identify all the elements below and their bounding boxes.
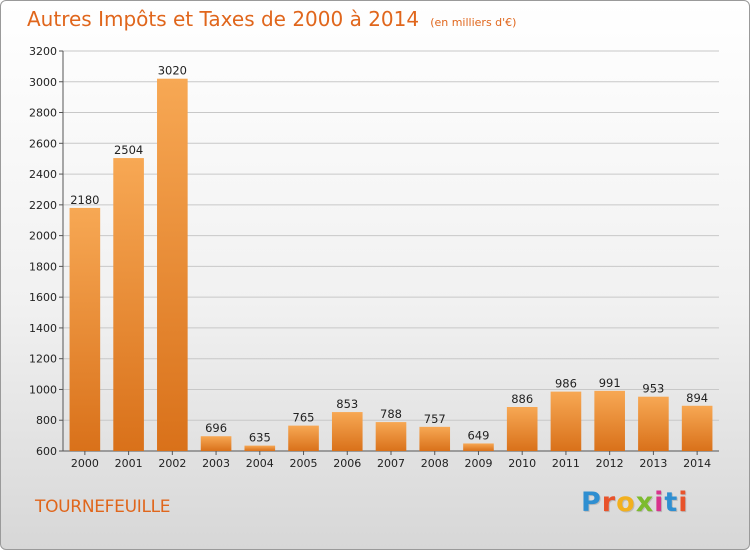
x-tick-label: 2010 <box>508 457 536 470</box>
bars <box>69 78 713 452</box>
bar-2007 <box>375 422 407 451</box>
x-tick-label: 2003 <box>202 457 230 470</box>
data-label-2002: 3020 <box>158 64 187 78</box>
bar-2000 <box>69 207 101 451</box>
data-label-2001: 2504 <box>114 143 143 157</box>
x-tick-label: 2000 <box>71 457 99 470</box>
data-label-2009: 649 <box>467 428 489 442</box>
x-tick-label: 2005 <box>290 457 318 470</box>
bar-2008 <box>419 426 451 451</box>
x-tick-label: 2006 <box>333 457 361 470</box>
data-label-2008: 757 <box>424 412 446 426</box>
bar-2002 <box>157 78 188 451</box>
chart-subtitle: (en milliers d'€) <box>430 16 517 29</box>
bar-2012 <box>594 390 625 451</box>
bar-2011 <box>550 391 582 451</box>
data-label-2005: 765 <box>293 411 315 425</box>
x-tick-label: 2014 <box>683 457 711 470</box>
data-label-2012: 991 <box>599 376 621 390</box>
data-label-2013: 953 <box>642 382 664 396</box>
logo-letter: o <box>616 487 636 518</box>
data-label-2014: 894 <box>686 391 708 405</box>
bar-2010 <box>506 407 538 451</box>
x-tick-label: 2012 <box>596 457 624 470</box>
y-tick-label: 1000 <box>29 383 57 396</box>
bar-2006 <box>331 412 363 451</box>
data-label-2007: 788 <box>380 407 402 421</box>
title-row: Autres Impôts et Taxes de 2000 à 2014 (e… <box>27 7 516 31</box>
x-tick-label: 2002 <box>158 457 186 470</box>
bar-2005 <box>288 425 319 451</box>
y-tick-label: 2000 <box>29 230 57 243</box>
chart-title: Autres Impôts et Taxes de 2000 à 2014 <box>27 7 420 31</box>
data-label-2003: 696 <box>205 421 227 435</box>
axes: 600 800 1000 1200 1400 1600 1800 2000 2200 2400 26… <box>29 45 719 470</box>
y-tick-label: 3200 <box>29 45 57 58</box>
x-tick-label: 2007 <box>377 457 405 470</box>
data-label-2011: 986 <box>555 377 577 391</box>
bar-2001 <box>113 158 144 452</box>
x-tick-label: 2009 <box>464 457 492 470</box>
data-label-2004: 635 <box>249 431 271 445</box>
y-tick-label: 2800 <box>29 107 57 120</box>
y-tick-label: 2600 <box>29 137 57 150</box>
y-tick-label: 3000 <box>29 76 57 89</box>
x-tick-label: 2004 <box>246 457 274 470</box>
logo-letter: P <box>581 487 602 518</box>
logo-letter: i <box>678 487 689 518</box>
y-tick-label: 1600 <box>29 291 57 304</box>
data-label-2000: 2180 <box>70 193 99 207</box>
logo-letter: t <box>664 487 679 518</box>
y-tick-label: 2200 <box>29 199 57 212</box>
x-tick-label: 2011 <box>552 457 580 470</box>
data-label-2006: 853 <box>336 397 358 411</box>
y-tick-label: 2400 <box>29 168 57 181</box>
bar-2003 <box>200 436 232 451</box>
data-label-2010: 886 <box>511 392 533 406</box>
logo-letter: i <box>654 487 665 518</box>
x-tick-label: 2001 <box>115 457 143 470</box>
y-tick-label: 1800 <box>29 260 57 273</box>
x-tick-label: 2008 <box>421 457 449 470</box>
logo-letter: r <box>601 487 617 518</box>
y-tick-label: 800 <box>36 414 57 427</box>
y-tick-label: 1200 <box>29 353 57 366</box>
logo-letter: x <box>635 487 655 518</box>
bar-2009 <box>463 443 494 451</box>
x-tick-label: 2013 <box>639 457 667 470</box>
city-name: TOURNEFEUILLE <box>35 497 171 517</box>
y-tick-label: 600 <box>36 445 57 458</box>
proxiti-logo[interactable]: Proxiti <box>581 487 689 518</box>
data-labels: 2180 2504 3020 696 635 765 853 788 757 649 886 986 9… <box>70 64 708 445</box>
bar-2014 <box>681 405 713 451</box>
bar-2013 <box>638 396 669 451</box>
y-tick-label: 1400 <box>29 322 57 335</box>
bar-2004 <box>244 445 276 451</box>
